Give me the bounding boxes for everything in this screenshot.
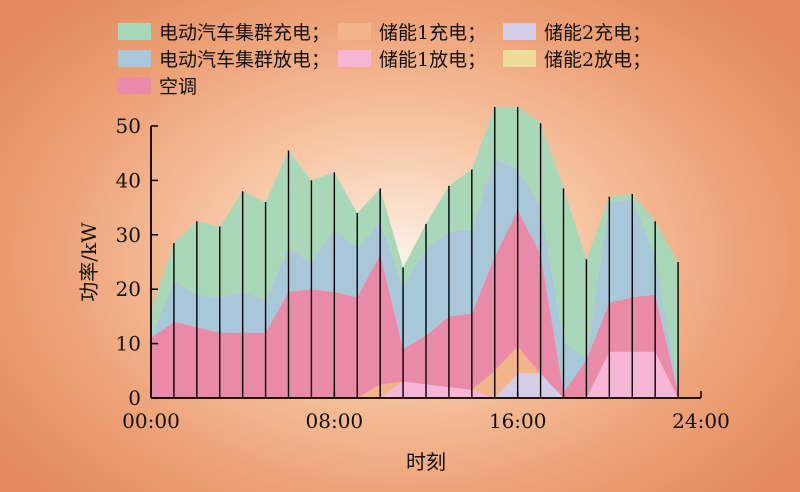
x-tick-label-0: 00:00 [122, 409, 180, 433]
legend-item: 电动汽车集群充电； [118, 18, 338, 45]
legend-row: 电动汽车集群放电； 储能1放电； 储能2放电； [118, 45, 651, 72]
legend-label: 储能2放电； [544, 49, 652, 71]
y-axis-title: 功率/kW [77, 222, 101, 302]
area-series-1 [151, 373, 679, 398]
x-tick-label-1: 08:00 [306, 409, 364, 433]
legend-label: 空调 [159, 76, 198, 98]
legend-swatch [118, 23, 151, 40]
legend: 电动汽车集群充电； 储能1充电； 储能2充电； 电动汽车集群放电； 储能1放电； 储能2放… [118, 18, 651, 99]
legend-row: 电动汽车集群充电； 储能1充电； 储能2充电； [118, 18, 651, 45]
area-series-6 [151, 106, 679, 393]
legend-item: 储能1放电； [338, 45, 503, 72]
legend-swatch [118, 77, 151, 94]
legend-row: 空调 [118, 72, 651, 99]
legend-swatch [338, 23, 371, 40]
x-tick-label-2: 16:00 [489, 409, 547, 433]
y-tick-label-5: 50 [116, 114, 141, 138]
legend-swatch [118, 50, 151, 67]
legend-label: 电动汽车集群放电； [159, 49, 331, 71]
legend-swatch [338, 50, 371, 67]
legend-item: 空调 [118, 72, 338, 99]
legend-item: 储能2放电； [503, 45, 651, 72]
y-tick-label-2: 20 [116, 277, 141, 301]
legend-label: 储能1充电； [379, 22, 487, 44]
legend-item: 储能1充电； [338, 18, 503, 45]
y-tick-label-1: 10 [116, 332, 141, 356]
x-tick-label-3: 24:00 [672, 409, 730, 433]
legend-item: 储能2充电； [503, 18, 651, 45]
area-series-5 [151, 158, 679, 393]
legend-label: 储能2充电； [544, 22, 652, 44]
legend-item: 电动汽车集群放电； [118, 45, 338, 72]
y-tick-label-4: 40 [116, 168, 141, 192]
y-tick-label-0: 0 [128, 386, 141, 410]
area-series-2 [151, 351, 679, 398]
legend-swatch [503, 50, 536, 67]
y-tick-label-3: 30 [116, 223, 141, 247]
legend-swatch [503, 23, 536, 40]
legend-label: 储能1放电； [379, 49, 487, 71]
x-axis-title: 时刻 [406, 450, 446, 474]
legend-label: 电动汽车集群充电； [159, 22, 331, 44]
area-series-4 [151, 210, 679, 398]
